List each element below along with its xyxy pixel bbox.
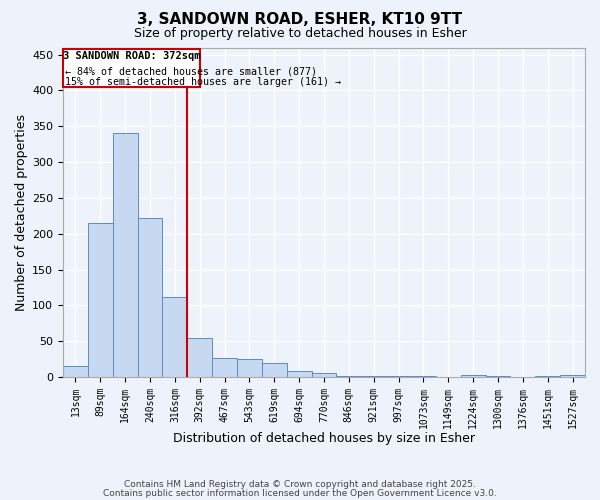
Bar (411, 376, 436, 377)
Bar (535, 376, 560, 377)
Text: ← 84% of detached houses are smaller (877): ← 84% of detached houses are smaller (87… (65, 66, 317, 76)
Text: 3 SANDOWN ROAD: 372sqm: 3 SANDOWN ROAD: 372sqm (62, 51, 200, 61)
Bar (113, 134, 137, 377)
Text: Size of property relative to detached houses in Esher: Size of property relative to detached ho… (134, 28, 466, 40)
Text: 15% of semi-detached houses are larger (161) →: 15% of semi-detached houses are larger (… (65, 77, 341, 87)
Bar (485, 376, 511, 377)
Bar (137, 218, 163, 377)
Bar (163, 297, 187, 377)
FancyBboxPatch shape (63, 49, 200, 87)
Bar (386, 376, 411, 377)
Bar (237, 359, 262, 377)
Bar (287, 370, 311, 377)
Text: 3, SANDOWN ROAD, ESHER, KT10 9TT: 3, SANDOWN ROAD, ESHER, KT10 9TT (137, 12, 463, 28)
Bar (461, 375, 485, 377)
Bar (212, 358, 237, 377)
X-axis label: Distribution of detached houses by size in Esher: Distribution of detached houses by size … (173, 432, 475, 445)
Bar (262, 364, 287, 377)
Bar (311, 374, 337, 377)
Y-axis label: Number of detached properties: Number of detached properties (15, 114, 28, 310)
Text: Contains public sector information licensed under the Open Government Licence v3: Contains public sector information licen… (103, 488, 497, 498)
Text: Contains HM Land Registry data © Crown copyright and database right 2025.: Contains HM Land Registry data © Crown c… (124, 480, 476, 489)
Bar (337, 376, 361, 377)
Bar (187, 338, 212, 377)
Bar (361, 376, 386, 377)
Bar (560, 375, 585, 377)
Bar (88, 223, 113, 377)
Bar (63, 366, 88, 377)
